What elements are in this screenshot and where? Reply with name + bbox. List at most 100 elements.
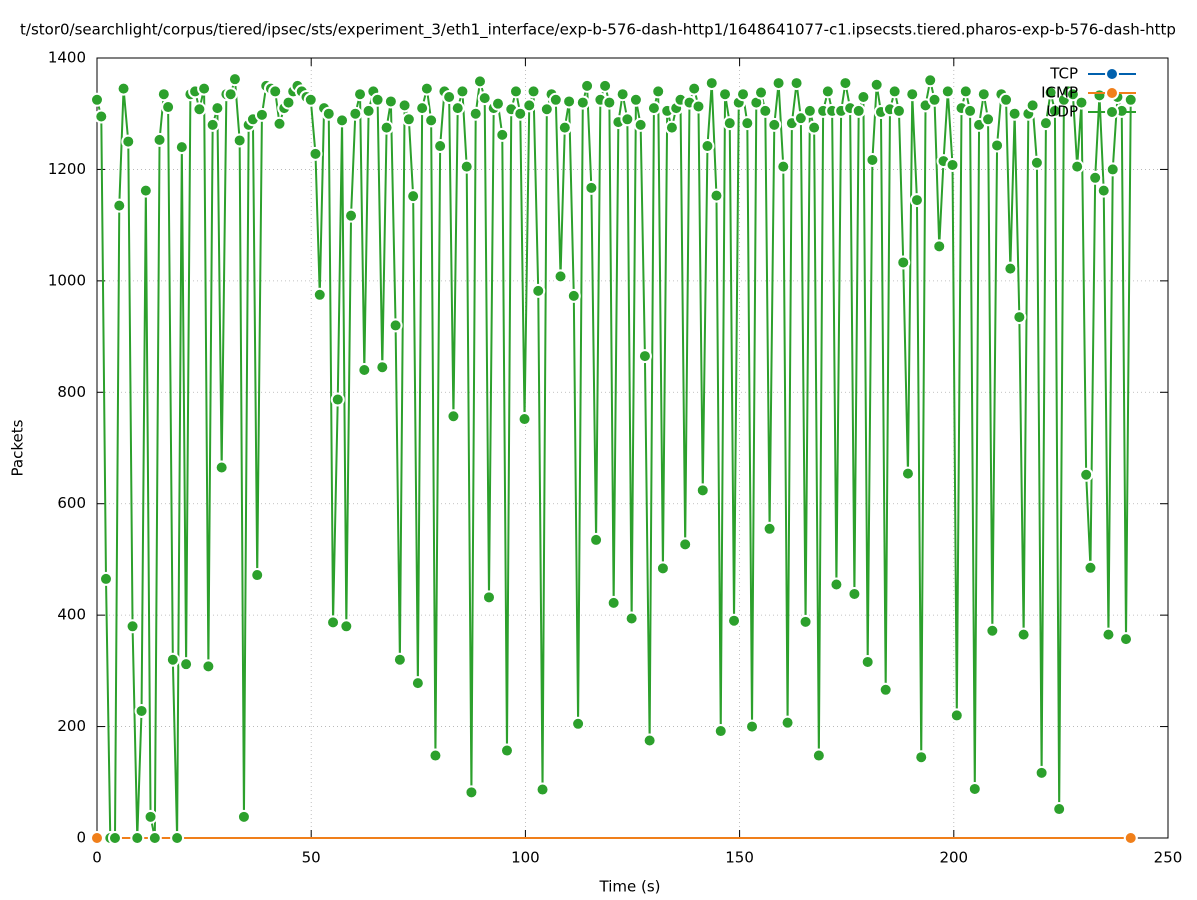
data-point (727, 613, 742, 628)
y-axis-label: Packets (9, 419, 27, 476)
data-point (1029, 155, 1044, 170)
data-point (1065, 87, 1080, 102)
data-point (642, 733, 657, 748)
data-point (392, 652, 407, 667)
data-point (909, 193, 924, 208)
data-point (807, 120, 822, 135)
data-point (250, 568, 265, 583)
data-point (455, 84, 470, 99)
data-point (214, 460, 229, 475)
x-axis-label: Time (s) (599, 878, 661, 896)
data-point (896, 255, 911, 270)
data-point (312, 287, 327, 302)
data-point (308, 146, 323, 161)
data-point (780, 715, 795, 730)
data-point (152, 132, 167, 147)
data-point (383, 94, 398, 109)
data-point (646, 101, 661, 116)
data-point (793, 111, 808, 126)
chart-title: t/stor0/searchlight/corpus/tiered/ipsec/… (20, 21, 1176, 40)
data-point (557, 120, 572, 135)
data-point (655, 561, 670, 576)
data-point (433, 139, 448, 154)
data-point (869, 77, 884, 92)
data-point (210, 101, 225, 116)
data-point (932, 239, 947, 254)
data-point (125, 619, 140, 634)
y-tick-label: 1000 (48, 271, 86, 289)
data-point (98, 571, 113, 586)
y-tick-label: 1400 (48, 49, 86, 67)
data-point (602, 95, 617, 110)
data-point (695, 483, 710, 498)
data-point (539, 102, 554, 117)
data-point (236, 809, 251, 824)
data-point (624, 611, 639, 626)
data-point (736, 87, 751, 102)
data-point (481, 590, 496, 605)
data-point (223, 87, 238, 102)
data-point (508, 84, 523, 99)
data-point (197, 81, 212, 96)
data-point (838, 76, 853, 91)
x-tick-label: 100 (511, 849, 540, 867)
data-point (147, 831, 162, 845)
data-point (900, 466, 915, 481)
y-tick-label: 200 (57, 717, 86, 735)
data-point (406, 189, 421, 204)
data-point (851, 103, 866, 118)
data-point (860, 654, 875, 669)
data-point (326, 615, 341, 630)
data-point (1074, 95, 1089, 110)
data-point (361, 103, 376, 118)
data-point (575, 95, 590, 110)
data-point (464, 785, 479, 800)
legend-label: ICMP (1041, 84, 1078, 102)
data-point (562, 94, 577, 109)
data-point (771, 76, 786, 91)
x-tick-label: 150 (725, 849, 754, 867)
data-point (976, 87, 991, 102)
data-point (615, 87, 630, 102)
data-point (232, 133, 247, 148)
data-point (165, 652, 180, 667)
data-point (116, 81, 131, 96)
data-point (513, 106, 528, 121)
data-point (330, 392, 345, 407)
data-point (268, 84, 283, 99)
data-point (1070, 159, 1085, 174)
data-point (254, 107, 269, 122)
legend-label: TCP (1049, 65, 1078, 83)
data-point (945, 157, 960, 172)
data-point (767, 117, 782, 132)
data-point (856, 90, 871, 104)
data-point (495, 127, 510, 142)
data-point (990, 138, 1005, 153)
data-point (1123, 92, 1138, 107)
data-point (1088, 170, 1103, 185)
data-point (468, 106, 483, 121)
data-point (580, 78, 595, 93)
legend-marker (1105, 86, 1119, 100)
data-point (442, 90, 457, 104)
y-tick-label: 0 (76, 829, 86, 847)
data-point (606, 595, 621, 610)
data-point (829, 577, 844, 592)
data-point (1092, 88, 1107, 103)
data-point (348, 106, 363, 121)
data-point (531, 283, 546, 298)
data-point (891, 103, 906, 118)
data-point (170, 831, 185, 845)
data-point (353, 87, 368, 102)
data-point (370, 92, 385, 107)
data-point (923, 73, 938, 88)
data-point (428, 748, 443, 763)
data-point (571, 716, 586, 731)
data-point (878, 682, 893, 697)
data-point (156, 87, 171, 102)
data-point (713, 724, 728, 739)
data-point (472, 74, 487, 89)
data-point (1101, 627, 1116, 642)
data-point (628, 92, 643, 107)
